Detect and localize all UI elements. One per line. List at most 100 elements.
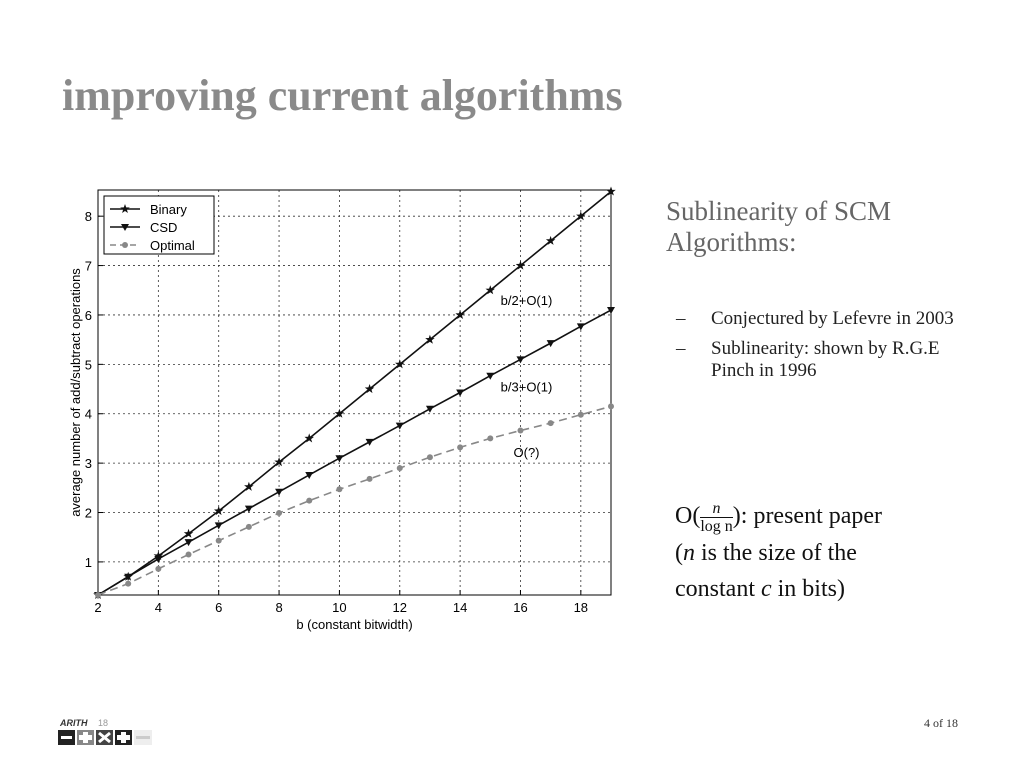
data-point-binary — [455, 310, 465, 319]
fraction: n log n — [700, 500, 733, 535]
fraction-denominator: log n — [700, 517, 733, 535]
data-point-binary — [425, 334, 435, 344]
data-point-optimal — [366, 475, 373, 482]
data-point-binary — [153, 551, 164, 560]
math-var: c — [760, 575, 772, 602]
y-tick-label: 2 — [85, 506, 92, 521]
x-tick-label: 18 — [574, 600, 588, 615]
x-tick-label: 6 — [215, 600, 222, 615]
x-axis-label: b (constant bitwidth) — [296, 617, 412, 632]
data-point-csd — [395, 422, 404, 430]
data-point-binary — [304, 433, 314, 443]
data-point-optimal — [155, 565, 162, 572]
data-point-binary — [214, 506, 224, 516]
data-point-optimal — [125, 580, 132, 587]
data-point-binary — [485, 285, 495, 295]
x-tick-label: 16 — [513, 600, 527, 615]
legend-marker — [122, 242, 128, 248]
data-point-optimal — [457, 444, 464, 451]
data-point-csd — [546, 340, 555, 348]
y-tick-label: 7 — [85, 259, 92, 274]
data-point-csd — [244, 505, 253, 513]
annotation: b/3+O(1) — [501, 380, 553, 395]
data-point-binary — [515, 260, 526, 270]
y-tick-label: 4 — [85, 407, 92, 422]
arith-logo: ARITH 18 — [58, 718, 152, 745]
math-text: constant — [675, 575, 761, 602]
data-point-optimal — [185, 551, 192, 558]
data-point-csd — [154, 555, 163, 563]
complexity-statement: O(n log n): present paper (n is the size … — [675, 498, 995, 607]
data-point-optimal — [306, 497, 313, 504]
x-tick-label: 14 — [453, 600, 467, 615]
data-point-optimal — [487, 435, 494, 442]
data-point-optimal — [608, 403, 614, 410]
series-line-optimal — [97, 405, 612, 596]
math-suffix: ): present paper — [732, 503, 883, 529]
data-point-binary — [183, 528, 194, 538]
data-point-csd — [456, 389, 465, 397]
data-point-csd — [425, 405, 434, 413]
bullet-text: Sublinearity: shown by R.G.E Pinch in 19… — [711, 338, 940, 381]
data-point-csd — [124, 573, 133, 581]
data-point-binary — [545, 235, 556, 245]
data-point-optimal — [245, 523, 252, 530]
bullet-item: – Conjectured by Lefevre in 2003 — [676, 308, 986, 330]
series-line-csd — [97, 309, 612, 596]
math-text: ( — [675, 539, 683, 566]
data-point-binary — [606, 186, 616, 196]
y-tick-label: 3 — [85, 456, 92, 471]
plot-frame — [97, 189, 612, 596]
x-tick-label: 2 — [94, 600, 101, 615]
legend-label: Optimal — [150, 238, 195, 253]
bullet-dash: – — [676, 308, 686, 329]
annotation: b/2+O(1) — [501, 293, 553, 308]
data-point-csd — [335, 455, 344, 463]
y-tick-label: 5 — [85, 357, 92, 372]
data-point-csd — [365, 438, 374, 446]
x-tick-label: 10 — [332, 600, 346, 615]
series-line-binary — [97, 190, 612, 596]
data-point-optimal — [396, 465, 403, 472]
data-point-csd — [486, 372, 495, 380]
legend-marker — [121, 224, 129, 231]
math-prefix: O( — [675, 503, 701, 529]
bullet-item: – Sublinearity: shown by R.G.E Pinch in 1… — [676, 338, 986, 382]
data-point-optimal — [517, 427, 524, 434]
y-tick-label: 8 — [85, 209, 92, 224]
x-tick-label: 12 — [393, 600, 407, 615]
bullet-text: Conjectured by Lefevre in 2003 — [711, 308, 954, 329]
annotation: O(?) — [514, 445, 540, 460]
math-var: n — [683, 539, 695, 566]
legend-label: Binary — [150, 202, 187, 217]
data-point-binary — [576, 211, 586, 221]
legend-label: CSD — [150, 220, 177, 235]
data-point-binary — [395, 359, 405, 369]
data-point-optimal — [577, 411, 584, 418]
page-number: 4 of 18 — [924, 716, 958, 730]
data-point-csd — [576, 323, 585, 331]
data-point-optimal — [215, 537, 222, 544]
data-point-binary — [364, 384, 375, 394]
data-point-binary — [244, 481, 254, 491]
svg-text:18: 18 — [98, 718, 108, 728]
data-point-csd — [516, 356, 525, 364]
data-point-csd — [214, 522, 223, 530]
data-point-optimal — [336, 486, 343, 493]
x-tick-label: 8 — [275, 600, 282, 615]
x-tick-label: 4 — [155, 600, 162, 615]
fraction-numerator: n — [700, 500, 733, 518]
data-point-csd — [275, 488, 284, 496]
data-point-optimal — [276, 510, 283, 517]
math-text: is the size of the — [695, 539, 857, 566]
legend-marker — [120, 204, 130, 213]
data-point-csd — [184, 539, 193, 547]
data-point-binary — [334, 408, 345, 418]
y-tick-label: 1 — [85, 555, 92, 570]
slide-subtitle: Sublinearity of SCM Algorithms: — [666, 196, 892, 257]
data-point-optimal — [95, 592, 101, 598]
bullet-dash: – — [676, 338, 686, 359]
data-point-binary — [274, 457, 284, 467]
y-tick-label: 6 — [85, 308, 92, 323]
